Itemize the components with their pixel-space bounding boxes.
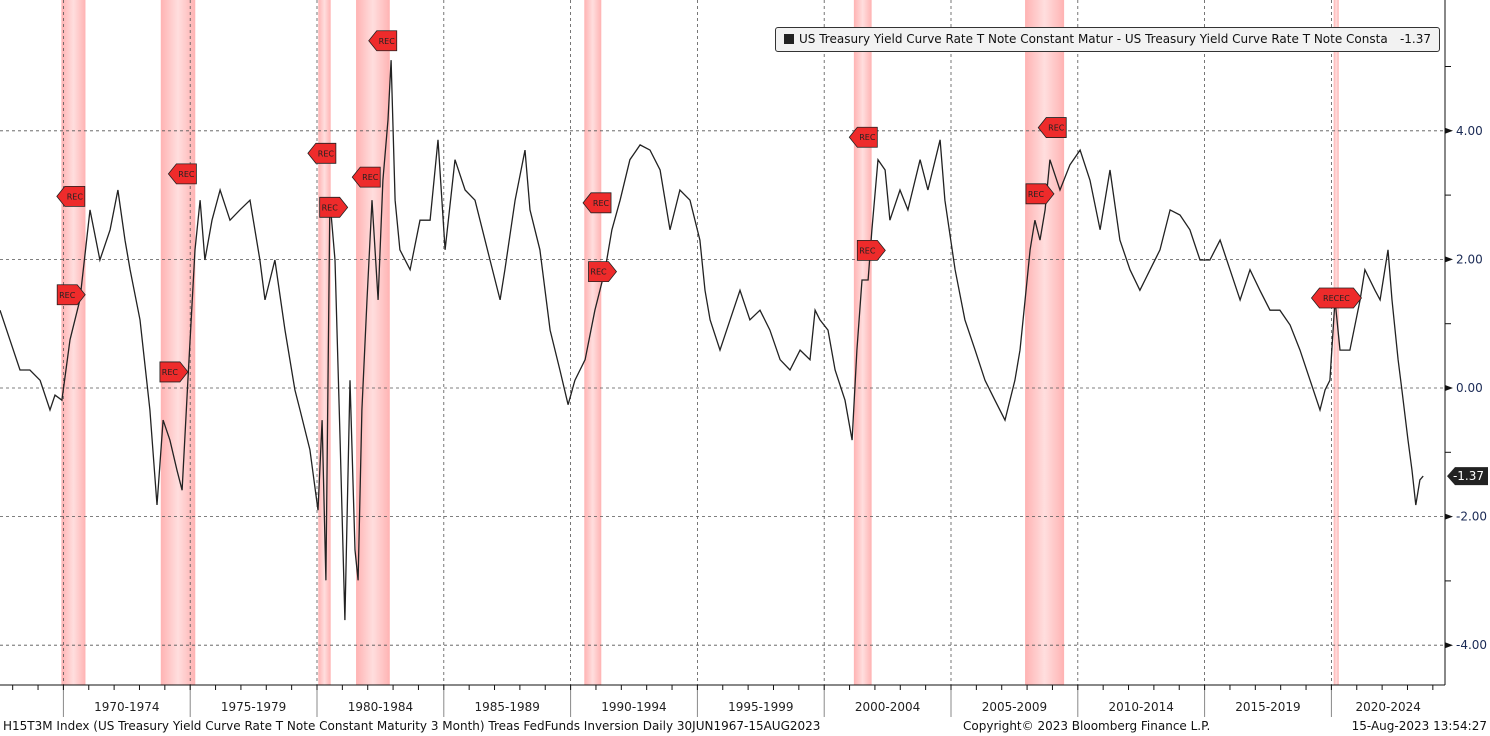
y-tick-marker (1445, 256, 1453, 263)
recession-marker (582, 192, 612, 214)
y-tick-marker (1445, 513, 1453, 520)
last-value-label: -1.37 (1453, 469, 1484, 483)
y-tick-label: 0.00 (1456, 381, 1483, 395)
recession-marker (1025, 183, 1055, 205)
recession-band (1333, 0, 1339, 685)
recession-band (853, 0, 872, 685)
recession-band (356, 0, 390, 685)
x-period-label: 2020-2024 (1355, 700, 1420, 714)
recession-band (318, 0, 331, 685)
recession-band (584, 0, 602, 685)
recession-marker-label: REC (379, 37, 396, 46)
recession-marker-label: REC (178, 170, 195, 179)
recession-marker (56, 284, 86, 306)
recession-marker (307, 142, 337, 164)
footer-copyright: Copyright© 2023 Bloomberg Finance L.P. (963, 719, 1211, 733)
legend: US Treasury Yield Curve Rate T Note Cons… (775, 27, 1440, 52)
recession-marker (1310, 287, 1362, 309)
recession-marker-label: REC (318, 149, 335, 158)
y-tick-marker (1445, 385, 1453, 391)
recession-marker (856, 239, 886, 261)
recession-band (61, 0, 86, 685)
recession-marker (1037, 117, 1067, 138)
recession-marker (588, 261, 618, 283)
y-tick-label: -4.00 (1456, 638, 1487, 652)
x-period-label: 1995-1999 (728, 700, 793, 714)
y-tick-label: -2.00 (1456, 510, 1487, 524)
y-tick-label: 4.00 (1456, 124, 1483, 138)
x-period-label: 1975-1979 (221, 700, 286, 714)
legend-label: US Treasury Yield Curve Rate T Note Cons… (799, 32, 1388, 46)
recession-marker-label: REC (162, 368, 179, 377)
recession-marker (159, 361, 189, 383)
x-period-label: 2005-2009 (982, 700, 1047, 714)
x-period-label: 1990-1994 (601, 700, 666, 714)
x-period-label: 1970-1974 (94, 700, 159, 714)
recession-marker-label: REC (322, 203, 339, 212)
x-period-label: 2000-2004 (855, 700, 920, 714)
recession-marker-label: REC (59, 291, 76, 300)
x-period-label: 1985-1989 (474, 700, 539, 714)
y-tick-marker (1445, 127, 1453, 134)
series-line (0, 60, 1424, 621)
legend-value: -1.37 (1399, 32, 1431, 46)
y-tick-label: 2.00 (1456, 252, 1483, 266)
recession-marker-label: REC (67, 192, 84, 201)
recession-marker-label: REC (1028, 190, 1045, 199)
last-value-tag (1447, 467, 1488, 486)
recession-marker-label: REC (362, 173, 379, 182)
recession-marker (319, 196, 349, 218)
legend-swatch (784, 34, 794, 44)
recession-marker-label: REC (1048, 124, 1065, 133)
recession-marker-label: REC (593, 199, 610, 208)
recession-marker-label: RECEC (1323, 294, 1350, 303)
recession-marker-label: REC (859, 246, 876, 255)
recession-marker (56, 185, 86, 207)
recession-marker (368, 30, 398, 52)
x-period-label: 2015-2019 (1235, 700, 1300, 714)
y-tick-marker (1445, 642, 1453, 649)
footer-description: H15T3M Index (US Treasury Yield Curve Ra… (3, 719, 821, 733)
recession-marker (167, 163, 197, 185)
x-period-label: 1980-1984 (348, 700, 413, 714)
recession-marker (848, 126, 878, 148)
recession-band (1025, 0, 1065, 685)
recession-marker (351, 166, 381, 188)
x-period-label: 2010-2014 (1108, 700, 1173, 714)
footer-timestamp: 15-Aug-2023 13:54:27 (1351, 719, 1487, 733)
recession-marker-label: REC (859, 133, 876, 142)
recession-marker-label: REC (590, 268, 607, 277)
